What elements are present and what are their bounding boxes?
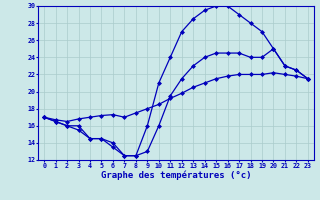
X-axis label: Graphe des températures (°c): Graphe des températures (°c) [101, 171, 251, 180]
